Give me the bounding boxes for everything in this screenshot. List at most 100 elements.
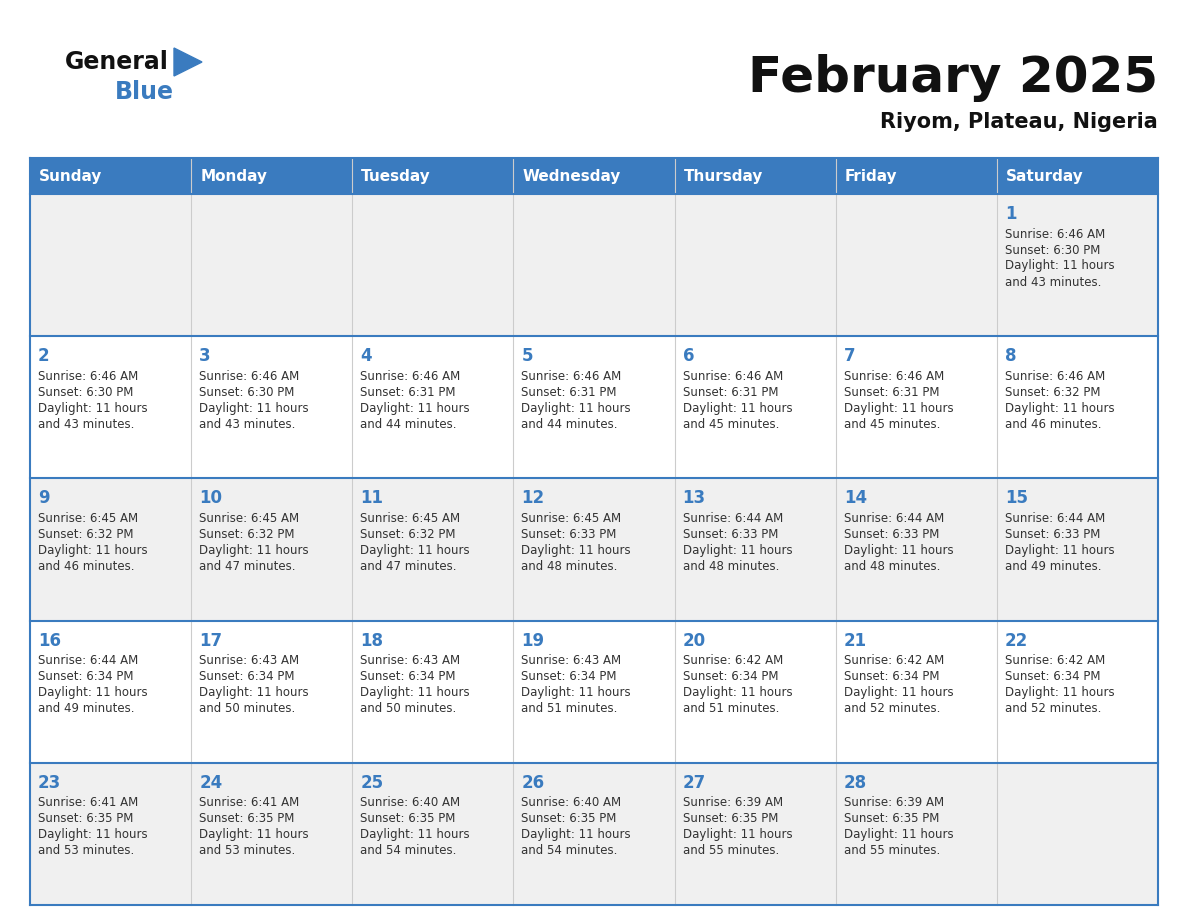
Text: Sunrise: 6:43 AM: Sunrise: 6:43 AM <box>200 655 299 667</box>
Text: Sunrise: 6:41 AM: Sunrise: 6:41 AM <box>38 796 138 810</box>
Text: Daylight: 11 hours: Daylight: 11 hours <box>683 686 792 700</box>
Text: Daylight: 11 hours: Daylight: 11 hours <box>843 402 953 415</box>
Text: Saturday: Saturday <box>1006 169 1083 184</box>
Text: 26: 26 <box>522 774 544 792</box>
Text: Daylight: 11 hours: Daylight: 11 hours <box>1005 686 1114 700</box>
Bar <box>30 478 1158 621</box>
Text: Sunset: 6:34 PM: Sunset: 6:34 PM <box>360 670 456 683</box>
Text: Tuesday: Tuesday <box>361 169 431 184</box>
Text: and 43 minutes.: and 43 minutes. <box>1005 275 1101 288</box>
Text: 18: 18 <box>360 632 384 650</box>
Text: and 48 minutes.: and 48 minutes. <box>843 560 940 573</box>
Text: and 45 minutes.: and 45 minutes. <box>843 418 940 431</box>
Bar <box>30 194 1158 336</box>
Text: Sunset: 6:34 PM: Sunset: 6:34 PM <box>683 670 778 683</box>
Text: Daylight: 11 hours: Daylight: 11 hours <box>38 402 147 415</box>
Text: Sunrise: 6:41 AM: Sunrise: 6:41 AM <box>200 796 299 810</box>
Bar <box>30 763 1158 905</box>
Text: 25: 25 <box>360 774 384 792</box>
Text: and 47 minutes.: and 47 minutes. <box>360 560 456 573</box>
Text: and 50 minutes.: and 50 minutes. <box>360 702 456 715</box>
Text: and 48 minutes.: and 48 minutes. <box>683 560 779 573</box>
Text: Sunrise: 6:45 AM: Sunrise: 6:45 AM <box>38 512 138 525</box>
Text: Daylight: 11 hours: Daylight: 11 hours <box>1005 260 1114 273</box>
Bar <box>30 336 1158 478</box>
Text: and 43 minutes.: and 43 minutes. <box>38 418 134 431</box>
Text: Daylight: 11 hours: Daylight: 11 hours <box>522 686 631 700</box>
Text: and 49 minutes.: and 49 minutes. <box>1005 560 1101 573</box>
Text: Sunset: 6:30 PM: Sunset: 6:30 PM <box>200 386 295 398</box>
Text: Wednesday: Wednesday <box>523 169 621 184</box>
Text: 8: 8 <box>1005 347 1017 365</box>
Text: Sunset: 6:35 PM: Sunset: 6:35 PM <box>360 812 456 825</box>
Text: Daylight: 11 hours: Daylight: 11 hours <box>522 543 631 557</box>
Text: Sunrise: 6:40 AM: Sunrise: 6:40 AM <box>522 796 621 810</box>
Text: and 46 minutes.: and 46 minutes. <box>38 560 134 573</box>
Text: and 52 minutes.: and 52 minutes. <box>843 702 940 715</box>
Text: Daylight: 11 hours: Daylight: 11 hours <box>843 828 953 841</box>
Text: Sunrise: 6:46 AM: Sunrise: 6:46 AM <box>1005 370 1105 383</box>
Text: 19: 19 <box>522 632 544 650</box>
Text: Daylight: 11 hours: Daylight: 11 hours <box>360 828 470 841</box>
Text: Daylight: 11 hours: Daylight: 11 hours <box>1005 543 1114 557</box>
Text: and 51 minutes.: and 51 minutes. <box>522 702 618 715</box>
Text: and 44 minutes.: and 44 minutes. <box>522 418 618 431</box>
Text: 2: 2 <box>38 347 50 365</box>
Text: Sunset: 6:35 PM: Sunset: 6:35 PM <box>38 812 133 825</box>
Text: Sunrise: 6:44 AM: Sunrise: 6:44 AM <box>1005 512 1105 525</box>
Text: and 51 minutes.: and 51 minutes. <box>683 702 779 715</box>
Text: 6: 6 <box>683 347 694 365</box>
Text: Sunrise: 6:46 AM: Sunrise: 6:46 AM <box>683 370 783 383</box>
Text: Daylight: 11 hours: Daylight: 11 hours <box>38 828 147 841</box>
Text: Sunset: 6:30 PM: Sunset: 6:30 PM <box>38 386 133 398</box>
Text: Daylight: 11 hours: Daylight: 11 hours <box>683 828 792 841</box>
Text: and 52 minutes.: and 52 minutes. <box>1005 702 1101 715</box>
Text: and 53 minutes.: and 53 minutes. <box>38 845 134 857</box>
Text: 16: 16 <box>38 632 61 650</box>
Text: 14: 14 <box>843 489 867 508</box>
Text: Sunset: 6:34 PM: Sunset: 6:34 PM <box>200 670 295 683</box>
Text: Sunset: 6:33 PM: Sunset: 6:33 PM <box>522 528 617 541</box>
Text: Daylight: 11 hours: Daylight: 11 hours <box>683 543 792 557</box>
Text: Daylight: 11 hours: Daylight: 11 hours <box>200 402 309 415</box>
Text: 5: 5 <box>522 347 533 365</box>
Text: 17: 17 <box>200 632 222 650</box>
Text: and 45 minutes.: and 45 minutes. <box>683 418 779 431</box>
Text: Sunset: 6:35 PM: Sunset: 6:35 PM <box>522 812 617 825</box>
Text: Thursday: Thursday <box>683 169 763 184</box>
Text: 23: 23 <box>38 774 62 792</box>
Text: Daylight: 11 hours: Daylight: 11 hours <box>200 686 309 700</box>
Text: and 55 minutes.: and 55 minutes. <box>683 845 779 857</box>
Text: Sunset: 6:35 PM: Sunset: 6:35 PM <box>200 812 295 825</box>
Text: 27: 27 <box>683 774 706 792</box>
Text: Friday: Friday <box>845 169 897 184</box>
Text: Sunset: 6:35 PM: Sunset: 6:35 PM <box>843 812 939 825</box>
Text: Sunrise: 6:42 AM: Sunrise: 6:42 AM <box>683 655 783 667</box>
Text: Daylight: 11 hours: Daylight: 11 hours <box>1005 402 1114 415</box>
Text: Sunset: 6:33 PM: Sunset: 6:33 PM <box>843 528 939 541</box>
Text: and 44 minutes.: and 44 minutes. <box>360 418 456 431</box>
Text: Sunrise: 6:44 AM: Sunrise: 6:44 AM <box>683 512 783 525</box>
Text: Sunset: 6:31 PM: Sunset: 6:31 PM <box>843 386 940 398</box>
Text: Daylight: 11 hours: Daylight: 11 hours <box>843 543 953 557</box>
Text: Sunset: 6:33 PM: Sunset: 6:33 PM <box>683 528 778 541</box>
Text: 24: 24 <box>200 774 222 792</box>
Text: Sunrise: 6:42 AM: Sunrise: 6:42 AM <box>843 655 944 667</box>
Text: Sunset: 6:34 PM: Sunset: 6:34 PM <box>522 670 617 683</box>
Text: 13: 13 <box>683 489 706 508</box>
Text: Sunrise: 6:44 AM: Sunrise: 6:44 AM <box>38 655 138 667</box>
Text: Sunset: 6:34 PM: Sunset: 6:34 PM <box>38 670 133 683</box>
Text: Sunday: Sunday <box>39 169 102 184</box>
Text: February 2025: February 2025 <box>748 54 1158 102</box>
Text: Daylight: 11 hours: Daylight: 11 hours <box>200 828 309 841</box>
Text: Daylight: 11 hours: Daylight: 11 hours <box>360 686 470 700</box>
Text: 22: 22 <box>1005 632 1028 650</box>
Text: Sunrise: 6:39 AM: Sunrise: 6:39 AM <box>843 796 943 810</box>
Text: Sunrise: 6:45 AM: Sunrise: 6:45 AM <box>360 512 461 525</box>
Text: General: General <box>65 50 169 74</box>
Text: Daylight: 11 hours: Daylight: 11 hours <box>522 828 631 841</box>
Text: and 54 minutes.: and 54 minutes. <box>522 845 618 857</box>
Text: 20: 20 <box>683 632 706 650</box>
Text: Sunset: 6:30 PM: Sunset: 6:30 PM <box>1005 243 1100 256</box>
Text: Sunrise: 6:46 AM: Sunrise: 6:46 AM <box>1005 228 1105 241</box>
